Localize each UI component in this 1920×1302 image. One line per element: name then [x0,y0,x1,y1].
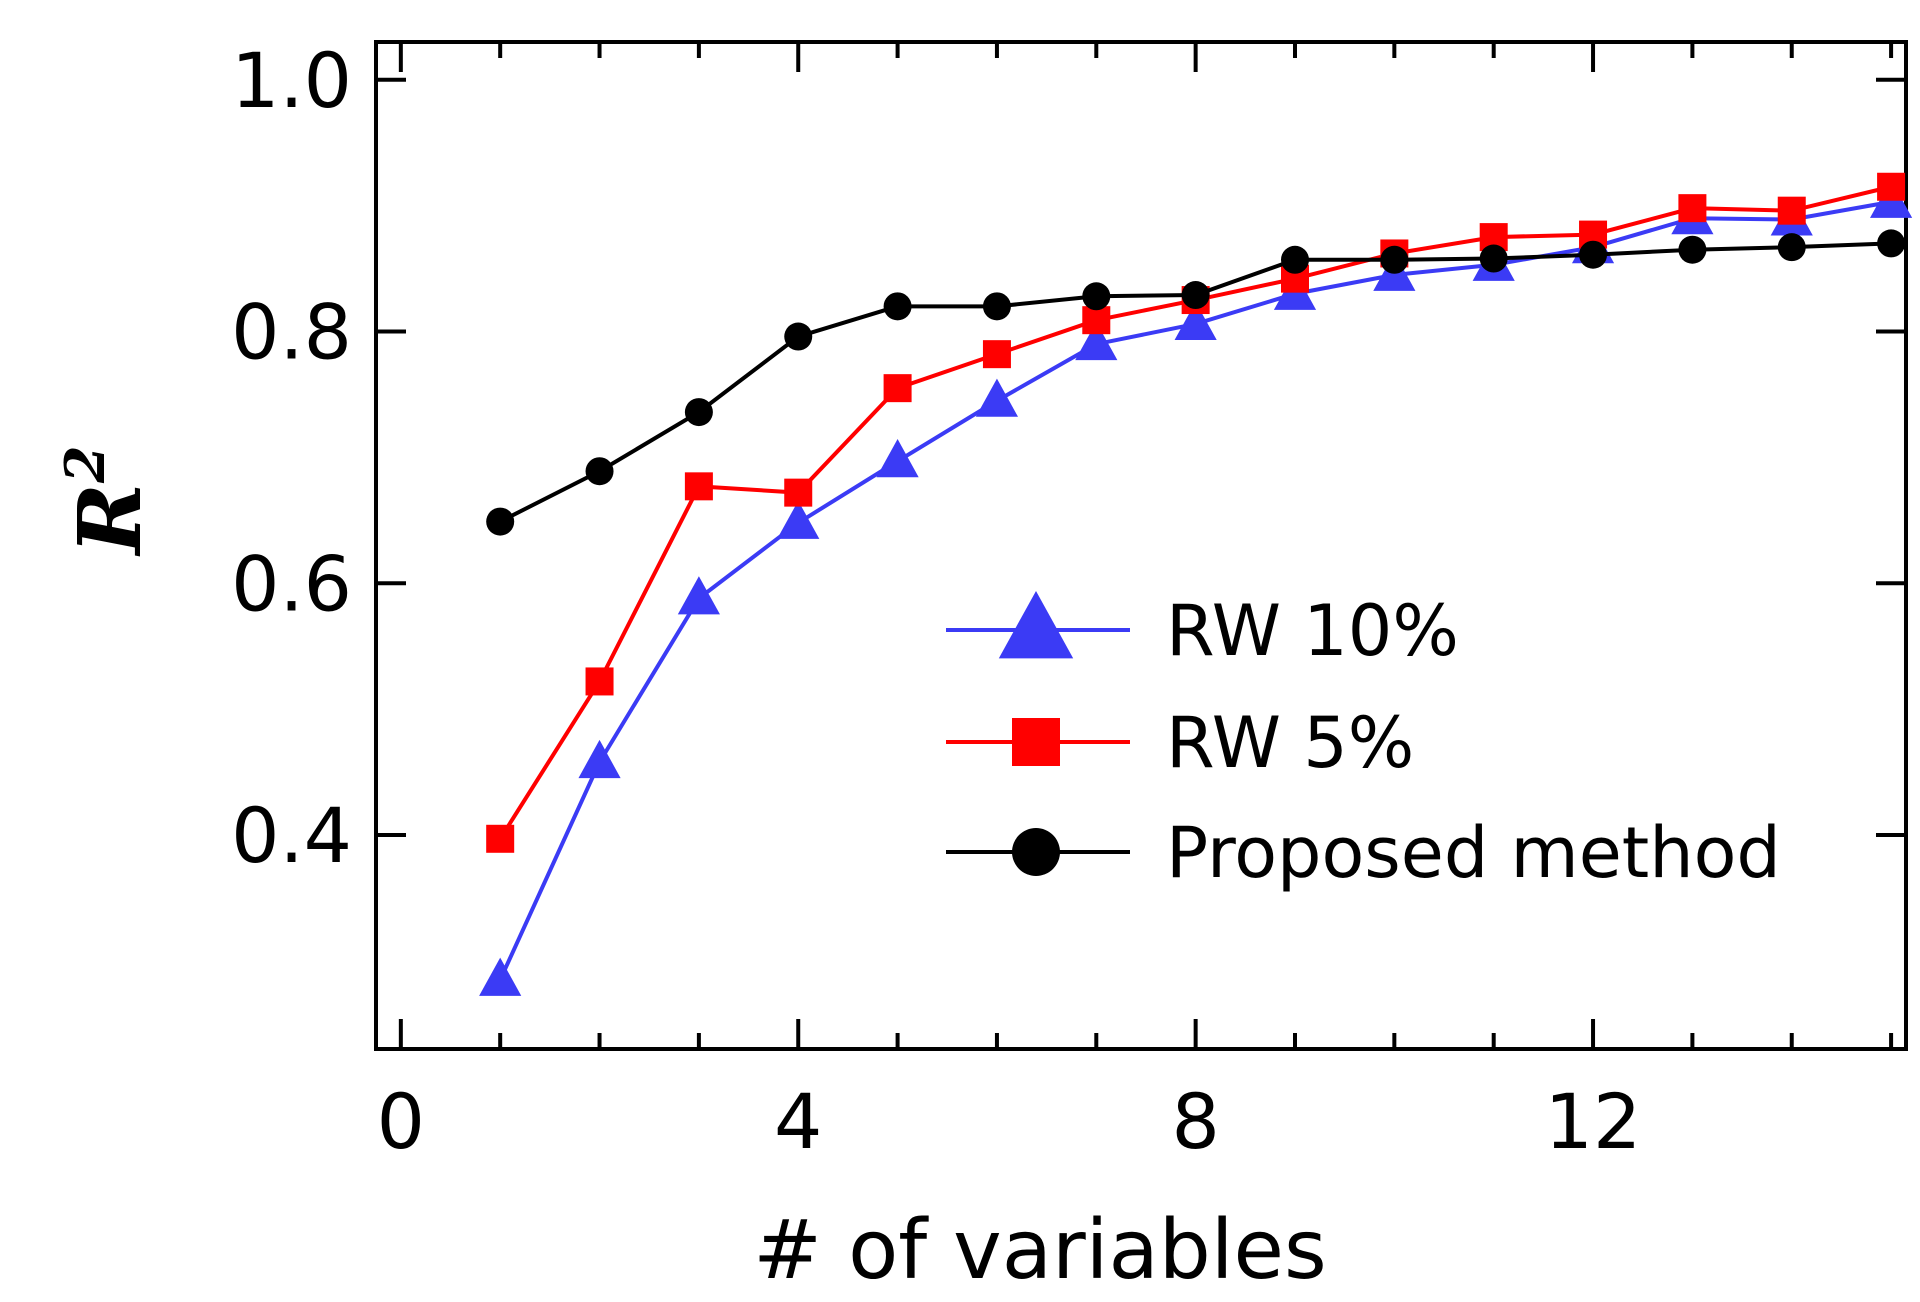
data-point-square [1877,172,1906,201]
series-layer [479,172,1913,996]
axis-tick-labels: 0 4 8 12 0.4 0.6 0.8 1.0 [231,36,1641,1166]
legend-item: Proposed method [946,812,1781,894]
data-point-circle [1479,244,1508,273]
data-point-triangle [975,378,1019,417]
data-point-circle [486,507,515,536]
data-point-circle [684,398,713,427]
data-point-circle [1082,282,1111,311]
data-point-square [883,374,912,403]
x-axis-label: # of variables [753,1203,1326,1298]
x-tick-label: 8 [1171,1077,1219,1166]
y-axis-label: R [60,483,161,557]
data-point-circle [1280,245,1309,274]
x-axis-title: # of variables [753,1203,1326,1298]
data-point-triangle [777,500,820,539]
legend-item: RW 10% [946,590,1459,672]
data-point-circle [982,292,1011,321]
legend-label: RW 10% [1166,590,1459,672]
data-point-triangle [876,439,919,478]
data-point-square [784,478,813,507]
legend-item: RW 5% [946,702,1414,784]
y-axis-label-superscript: 2 [53,445,117,484]
y-tick-label: 0.8 [231,288,352,377]
data-point-triangle [578,739,621,779]
legend-label: Proposed method [1166,812,1781,894]
data-point-triangle [677,576,720,615]
data-point-circle [1678,235,1707,264]
legend-marker-triangle [998,590,1074,659]
legend: RW 10% RW 5% Proposed method [946,590,1781,894]
x-tick-label: 0 [377,1077,425,1166]
data-point-square [982,340,1011,369]
y-tick-label: 0.4 [231,791,352,880]
data-point-square [684,472,713,501]
data-point-circle [1181,281,1210,310]
data-point-triangle [1174,301,1217,341]
data-point-square [585,667,614,696]
legend-marker-square [1012,718,1060,766]
y-tick-label: 0.6 [231,539,352,628]
svg-text:R2: R2 [53,445,161,557]
series-proposed-method [486,229,1906,536]
axis-ticks [376,42,1906,1049]
x-tick-label: 12 [1545,1077,1642,1166]
data-point-circle [784,322,813,351]
data-point-circle [1579,240,1608,269]
data-point-circle [883,292,912,321]
legend-label: RW 5% [1166,702,1414,784]
data-point-circle [1777,233,1806,262]
plot-frame [374,40,1908,1051]
y-axis-title: R2 [53,445,161,557]
data-point-square [486,824,515,853]
data-point-circle [1877,229,1906,258]
data-point-triangle [479,957,522,996]
y-tick-label: 1.0 [231,36,352,125]
x-tick-label: 4 [774,1077,822,1166]
data-point-square [1678,194,1707,223]
data-point-triangle [1075,321,1118,361]
data-point-circle [585,457,614,486]
data-point-square [1082,306,1111,335]
legend-marker-circle [1012,828,1060,876]
data-point-circle [1380,245,1409,274]
data-point-square [1777,196,1806,225]
